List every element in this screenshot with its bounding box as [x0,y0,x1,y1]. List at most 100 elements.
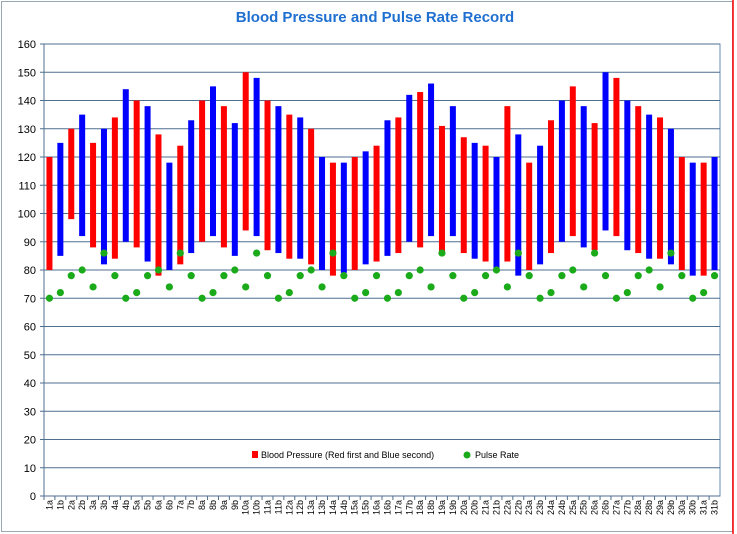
x-tick-label: 5b [143,500,153,510]
x-tick-label: 12a [284,500,294,515]
pulse-point-15b [362,289,370,297]
pulse-point-2a [67,272,75,280]
y-tick-label: 60 [24,322,36,334]
pulse-point-21b [492,266,501,274]
bp-bar-31a [700,162,707,276]
pulse-point-2b [78,266,86,274]
y-tick-label: 140 [18,96,36,108]
bp-bar-3b [100,128,107,265]
bp-bar-28b [646,114,653,259]
x-tick-label: 14a [328,500,338,515]
bp-bar-30a [678,157,685,270]
x-tick-label: 2a [66,500,76,510]
x-tick-label: 21b [491,500,501,515]
bp-bar-16b [384,120,391,256]
y-tick-label: 20 [24,435,36,447]
pulse-point-16b [383,294,392,302]
bp-bar-4a [111,117,118,259]
pulse-point-9a [220,272,228,280]
pulse-point-13a [307,266,315,274]
pulse-point-24b [558,272,566,280]
bp-bar-29a [657,117,664,259]
bp-bar-24a [548,120,554,254]
x-tick-label: 9a [219,500,229,510]
bp-bar-19b [449,106,456,237]
bp-bar-9b [231,123,238,256]
bp-bar-23b [537,145,544,265]
pulse-point-11a [263,272,272,280]
bp-bar-17b [406,94,413,242]
x-tick-label: 11a [263,500,273,514]
bp-bar-20a [460,137,467,254]
bp-bar-31b [711,157,718,270]
x-tick-label: 24b [557,500,567,515]
x-tick-label: 2b [77,500,87,510]
bp-bar-2b [79,114,86,237]
pulse-point-27a [612,294,621,302]
x-tick-label: 8b [208,500,218,510]
pulse-point-17b [405,272,413,280]
x-tick-label: 20b [470,500,480,515]
y-tick-label: 80 [24,265,36,277]
x-tick-label: 19b [448,500,458,515]
bp-bar-18b [428,83,435,237]
bp-bar-25b [580,106,587,248]
pulse-point-7a [176,249,184,257]
pulse-point-3a [89,283,97,291]
bp-bar-17a [395,117,402,254]
pulse-point-11b [274,294,283,302]
bp-bar-26b [602,72,609,231]
pulse-point-29b [667,249,675,257]
bp-bar-23a [526,162,533,270]
x-tick-label: 31a [699,500,709,515]
pulse-point-29a [656,283,664,291]
x-tick-label: 7a [175,500,185,510]
y-tick-label: 40 [24,378,36,390]
y-tick-label: 30 [24,406,36,418]
pulse-point-13b [318,283,326,291]
x-tick-label: 3a [88,500,98,510]
bp-bar-12b [297,117,304,259]
pulse-point-5a [133,289,141,297]
x-tick-label: 29a [655,500,665,515]
bp-bar-8a [199,100,206,242]
x-tick-label: 19a [437,500,447,515]
x-tick-label: 13a [306,500,316,515]
x-tick-label: 26b [601,500,611,515]
x-tick-label: 13b [317,500,327,515]
bp-bar-21b [493,157,500,270]
x-tick-label: 17b [404,500,414,515]
bp-bar-16a [373,145,380,262]
bp-bar-24b [558,100,565,242]
x-tick-label: 8a [197,500,207,510]
pulse-point-8b [209,289,217,297]
x-tick-label: 15b [361,500,371,515]
x-tick-label: 27b [622,500,632,515]
pulse-point-15a [351,294,359,302]
bp-bar-22a [504,106,511,262]
x-tick-label: 4b [121,500,131,510]
y-tick-label: 50 [24,350,36,362]
bp-bar-4b [122,89,129,242]
x-tick-label: 12b [295,500,305,515]
pulse-point-8a [198,294,206,302]
pulse-point-22a [503,283,511,291]
x-tick-label: 25b [579,500,589,515]
x-tick-label: 31b [710,500,720,515]
x-tick-label: 9b [230,500,240,510]
x-tick-label: 7b [186,500,196,510]
bp-bar-13b [319,157,326,270]
x-tick-label: 23b [535,500,545,515]
x-tick-label: 28b [644,500,654,515]
bp-bar-25a [569,86,576,237]
x-tick-label: 18a [415,500,425,515]
x-tick-label: 17a [393,500,403,515]
pulse-point-31a [700,289,708,297]
pulse-point-19b [449,272,457,280]
bp-bar-1a [46,157,53,270]
pulse-point-20a [460,294,468,302]
y-tick-label: 100 [18,209,36,221]
pulse-point-27b [623,289,631,297]
